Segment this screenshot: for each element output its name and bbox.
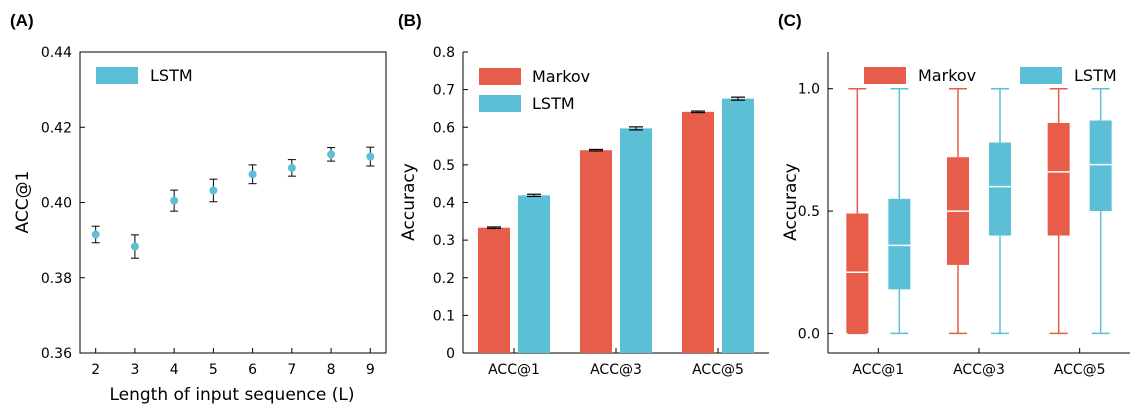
panel-c-ytick-label: 1.0 xyxy=(798,82,820,98)
panel-b-ytick-label: 0.5 xyxy=(433,158,455,174)
panel-a-ytick-label: 0.42 xyxy=(41,120,72,136)
panel-c-box-markov xyxy=(1047,122,1070,236)
panel-b-bar-lstm xyxy=(518,195,550,353)
panel-b-legend-label-lstm: LSTM xyxy=(532,94,575,113)
panel-b-xtick-label: ACC@5 xyxy=(692,362,744,378)
panel-a-point xyxy=(327,150,336,159)
panel-b-legend-swatch-lstm xyxy=(479,95,521,112)
panel-c-legend-label-lstm: LSTM xyxy=(1074,66,1117,85)
panel-b-bar-markov xyxy=(682,111,714,353)
panel-a-xtick-label: 3 xyxy=(130,362,139,378)
panel-c-legend-swatch-lstm xyxy=(1020,67,1062,84)
panel-a-xtick-label: 4 xyxy=(170,362,179,378)
panel-c-ytick-label: 0.0 xyxy=(798,326,820,342)
panel-a-legend-label-lstm: LSTM xyxy=(150,66,193,85)
panel-b-bar-lstm xyxy=(620,128,652,353)
panel-a-point xyxy=(91,230,100,239)
panel-a-point xyxy=(130,242,139,251)
panel-a-xtick-label: 6 xyxy=(248,362,257,378)
panel-label-b: (B) xyxy=(398,11,422,30)
panel-a-xtick-label: 9 xyxy=(366,362,375,378)
panel-a-point xyxy=(248,170,257,179)
panel-b-ytick-label: 0.1 xyxy=(433,308,455,324)
panel-c-box-markov xyxy=(846,213,869,334)
panel-c-chart: Accuracy 0.0 0.5 1.0 ACC@1 ACC@3 ACC@5 Markov… xyxy=(781,52,1130,378)
panel-b-ytick-label: 0.4 xyxy=(433,196,455,212)
panel-a-ylabel: ACC@1 xyxy=(13,171,33,234)
panel-b-legend-label-markov: Markov xyxy=(532,67,590,86)
panel-a-ytick-label: 0.44 xyxy=(41,45,72,61)
panel-a-ytick-label: 0.40 xyxy=(41,196,72,212)
panel-b-ytick-label: 0.7 xyxy=(433,83,455,99)
panel-c-box-lstm xyxy=(989,142,1011,236)
panel-b-chart: Accuracy 0 0.1 0.2 0.3 0.4 0.5 0.6 0.7 0.8 ACC@1 A… xyxy=(399,45,769,378)
panel-a-xtick-label: 7 xyxy=(287,362,296,378)
panel-c-ylabel: Accuracy xyxy=(781,163,801,241)
panel-a-xtick-label: 5 xyxy=(209,362,218,378)
panel-a-xlabel: Length of input sequence (L) xyxy=(109,385,354,405)
panel-b-bar-markov xyxy=(478,227,510,353)
panel-c-xtick-label: ACC@1 xyxy=(852,362,904,378)
panel-a-point xyxy=(170,196,179,205)
panel-c-xtick-label: ACC@5 xyxy=(1054,362,1106,378)
panel-a-frame xyxy=(79,51,387,354)
panel-b-xtick-label: ACC@3 xyxy=(590,362,642,378)
panel-b-bar-lstm xyxy=(722,98,754,353)
panel-b-ytick-label: 0.8 xyxy=(433,45,455,61)
panel-b-ylabel: Accuracy xyxy=(399,163,419,241)
panel-b-ytick-label: 0.2 xyxy=(433,271,455,287)
panel-c-ytick-label: 0.5 xyxy=(798,204,820,220)
panel-c-box-lstm xyxy=(888,198,911,290)
panel-c-legend-label-markov: Markov xyxy=(918,66,976,85)
panel-b-xtick-label: ACC@1 xyxy=(488,362,540,378)
panel-b-ytick-label: 0.3 xyxy=(433,233,455,249)
panel-label-c: (C) xyxy=(778,11,802,30)
panel-a-point xyxy=(287,163,296,172)
panel-label-a: (A) xyxy=(10,11,34,30)
panel-b-ytick-label: 0.6 xyxy=(433,120,455,136)
panel-a-ytick-label: 0.36 xyxy=(41,346,72,362)
panel-b-legend-swatch-markov xyxy=(479,68,521,85)
panel-b-bar-markov xyxy=(580,150,612,353)
panel-c-box-lstm xyxy=(1089,120,1112,212)
panel-a-legend-swatch-lstm xyxy=(96,67,138,84)
panel-c-legend-swatch-markov xyxy=(864,67,906,84)
panel-c-xtick-label: ACC@3 xyxy=(953,362,1005,378)
panel-a-ytick-label: 0.38 xyxy=(41,271,72,287)
panel-a-point xyxy=(209,186,218,195)
panel-a-chart: Length of input sequence (L) ACC@1 0.36 0… xyxy=(13,45,387,405)
panel-a-xtick-label: 2 xyxy=(91,362,100,378)
panel-a-xtick-label: 8 xyxy=(327,362,336,378)
panel-a-point xyxy=(366,152,375,161)
panel-b-ytick-label: 0 xyxy=(446,346,455,362)
